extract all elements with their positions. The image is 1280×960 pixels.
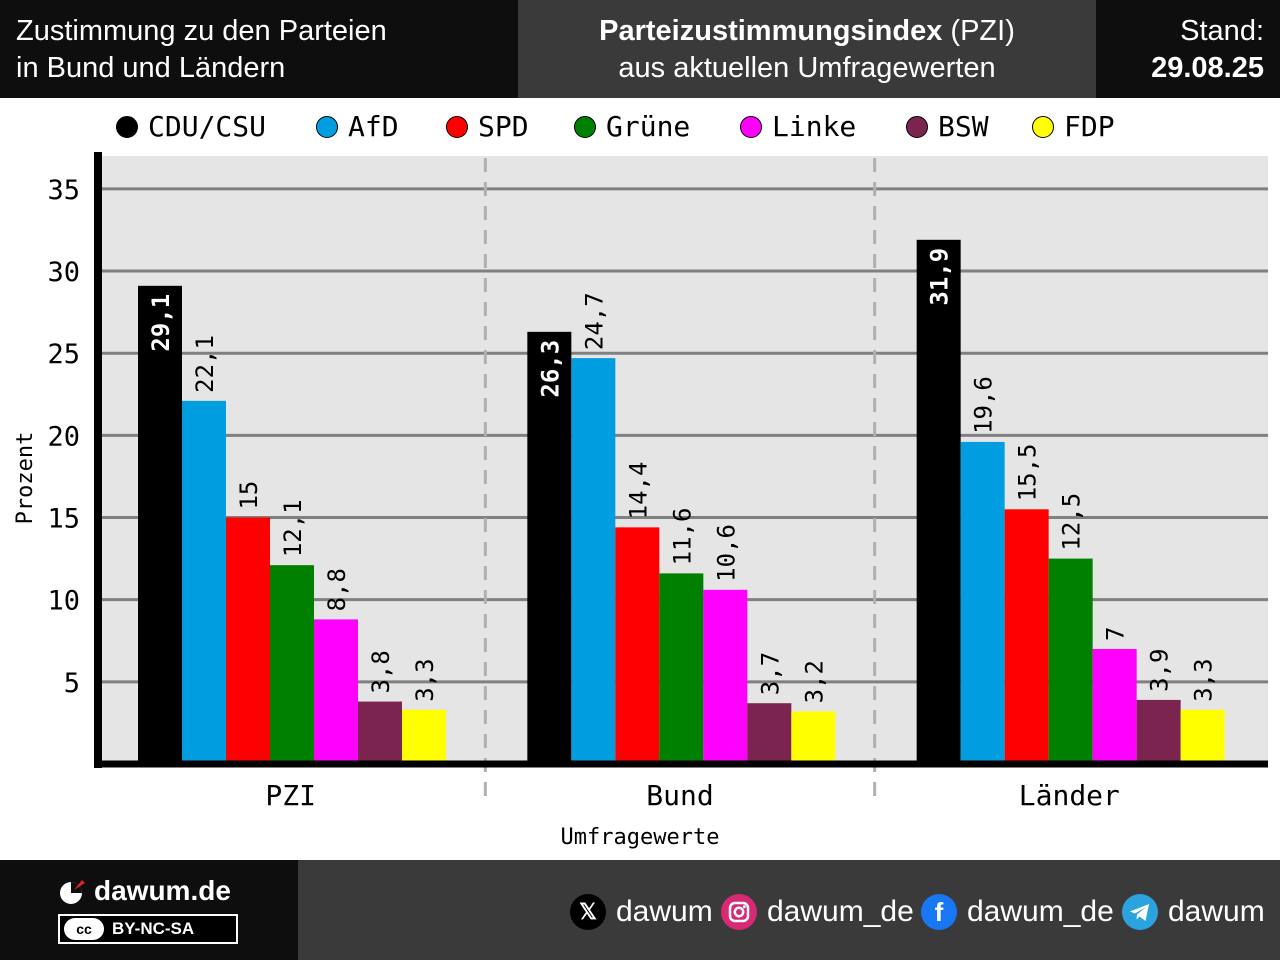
header-topic-line-1: Zustimmung zu den Parteien (16, 15, 387, 47)
bar-value-label: 3,2 (800, 660, 828, 703)
bar-value-label: 3,7 (756, 652, 784, 695)
bar (916, 239, 961, 764)
license-text: BY-NC-SA (112, 919, 195, 938)
bar-value-label: 24,7 (580, 292, 608, 350)
x-tick-label: Länder (1019, 779, 1120, 812)
bar (1092, 648, 1137, 764)
y-tick-label: 35 (47, 175, 80, 206)
bar-value-label: 12,5 (1058, 493, 1086, 551)
footer: dawum.de cc BY-NC-SA 𝕏 dawum dawum_de f … (0, 860, 1280, 960)
bar (659, 573, 704, 764)
legend-label: Linke (772, 110, 857, 143)
bar (402, 709, 446, 764)
social-facebook-label: dawum_de (967, 895, 1114, 928)
cc-icon: cc (64, 918, 104, 940)
telegram-icon (1122, 894, 1158, 930)
bar-value-label: 12,1 (279, 499, 307, 557)
header-left-panel: Zustimmung zu den Parteien in Bund und L… (0, 0, 518, 98)
bar (358, 701, 402, 764)
legend-marker (116, 116, 138, 138)
bar-value-label: 29,1 (147, 294, 175, 352)
legend-label: AfD (348, 110, 399, 143)
legend-marker (1032, 116, 1054, 138)
header-topic-line-2: in Bund und Ländern (16, 52, 286, 84)
chart-title-suffix: (PZI) (942, 15, 1015, 47)
bar-value-label: 10,6 (712, 524, 740, 582)
x-axis-label: Umfragewerte (561, 825, 720, 850)
chart-title: Parteizustimmungsindex (PZI) (518, 14, 1096, 48)
bar-value-label: 15,5 (1014, 444, 1042, 502)
bar-value-label: 31,9 (926, 248, 954, 306)
legend-label: SPD (478, 110, 529, 143)
bar-value-label: 22,1 (191, 335, 219, 393)
bar-value-label: 26,3 (536, 340, 564, 398)
chart-legend: CDU/CSU AfD SPD Grüne Linke BSW FDP (100, 108, 1200, 146)
bar-value-label: 3,8 (367, 650, 395, 693)
legend-marker (574, 116, 596, 138)
social-x-label: dawum (616, 895, 713, 928)
legend-marker (906, 116, 928, 138)
bar (138, 285, 182, 764)
bar (1048, 558, 1093, 764)
header: Zustimmung zu den Parteien in Bund und L… (0, 0, 1280, 98)
stand-date: 29.08.25 (1151, 52, 1264, 84)
dawum-logo-icon (60, 880, 85, 904)
bar-value-label: 19,6 (970, 376, 998, 434)
y-tick-label: 15 (47, 504, 80, 535)
bar-value-label: 14,4 (624, 462, 652, 520)
instagram-icon (721, 894, 757, 930)
bar-chart: 5 10 15 20 25 30 35 29,1 22,1 15 12,1 8,8 3,8 3,3 PZI 2… (13, 152, 1268, 850)
y-tick-label: 5 (64, 668, 80, 699)
legend-label: FDP (1064, 110, 1115, 143)
bar (226, 517, 270, 764)
y-axis-label: Prozent (13, 432, 38, 525)
bar (1136, 699, 1181, 764)
bar (747, 703, 792, 764)
chart-title-bold: Parteizustimmungsindex (599, 15, 943, 47)
bar-value-label: 3,9 (1146, 649, 1174, 692)
bar (703, 589, 748, 764)
header-title-panel: Parteizustimmungsindex (PZI) aus aktuell… (518, 0, 1096, 98)
legend-label: BSW (938, 110, 989, 143)
chart-subtitle: aus aktuellen Umfragewerten (618, 52, 996, 84)
bar-value-label: 7 (1102, 627, 1130, 641)
bar-value-label: 15 (235, 481, 263, 510)
bar (571, 358, 616, 764)
bar (270, 565, 314, 764)
bar-value-label: 8,8 (323, 568, 351, 611)
header-date-panel: Stand: 29.08.25 (1096, 0, 1280, 98)
stand-label: Stand: (1180, 15, 1264, 47)
y-tick-label: 30 (47, 257, 80, 288)
bar (960, 441, 1005, 764)
bar-value-label: 3,3 (411, 658, 439, 701)
bar (527, 331, 572, 764)
bar-value-label: 11,6 (668, 508, 696, 566)
bar (615, 527, 660, 764)
bar (791, 711, 836, 764)
legend-marker (446, 116, 468, 138)
x-tick-label: PZI (265, 779, 316, 812)
bar-value-label: 3,3 (1190, 658, 1218, 701)
legend-label: CDU/CSU (148, 110, 267, 143)
bar (1180, 709, 1225, 764)
bar (1004, 509, 1049, 764)
legend-marker (316, 116, 338, 138)
bar (182, 400, 226, 764)
social-instagram-label: dawum_de (767, 895, 914, 928)
y-tick-label: 25 (47, 339, 80, 370)
bar (314, 619, 358, 764)
license-badge: cc BY-NC-SA (58, 914, 238, 944)
brand-name[interactable]: dawum.de (94, 875, 231, 906)
social-telegram-label: dawum (1168, 895, 1265, 928)
x-icon: 𝕏 (570, 894, 606, 930)
y-tick-label: 10 (47, 586, 80, 617)
legend-label: Grüne (606, 110, 691, 143)
footer-brand-panel: dawum.de cc BY-NC-SA (0, 860, 298, 960)
legend-marker (740, 116, 762, 138)
x-tick-label: Bund (646, 779, 713, 812)
y-tick-label: 20 (47, 421, 80, 452)
facebook-icon: f (921, 894, 957, 930)
